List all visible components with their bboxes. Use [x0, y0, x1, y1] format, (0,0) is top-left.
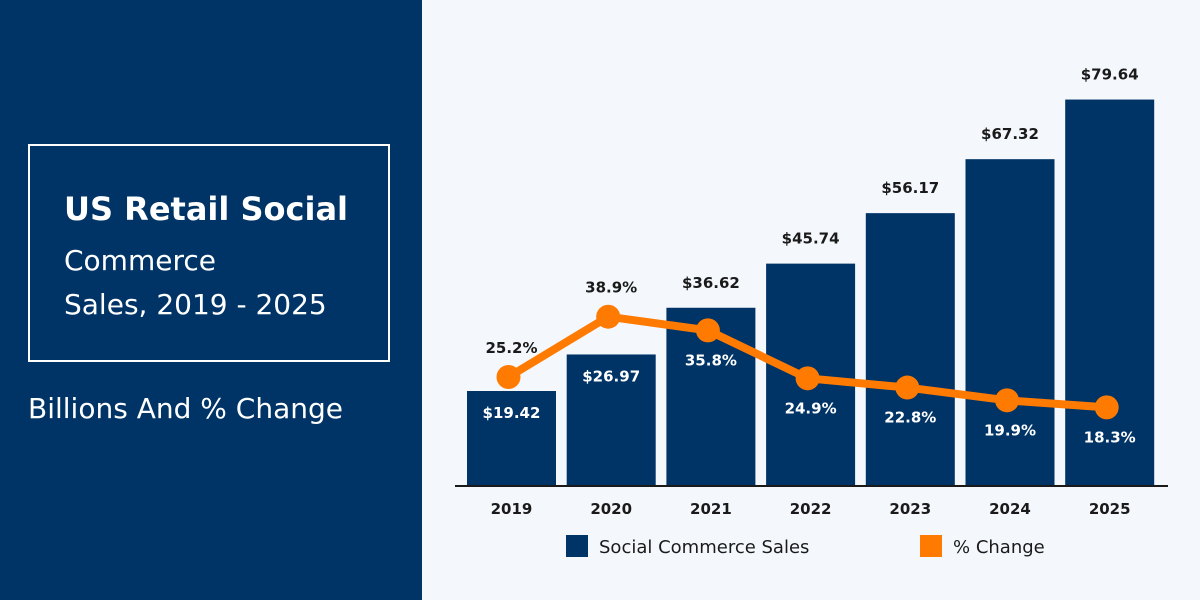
- x-tick-2020: 2020: [590, 500, 632, 518]
- bar-value-label-2023: $56.17: [881, 179, 939, 197]
- x-axis-ticks: 2019 2020 2021 2022 2023 2024 2025: [491, 500, 1131, 518]
- bar-value-label-2024: $67.32: [981, 125, 1039, 143]
- bar-2024: [965, 159, 1055, 485]
- x-tick-2025: 2025: [1089, 500, 1131, 518]
- chart-title-line-1: US Retail Social: [64, 190, 349, 228]
- chart-title-line-2: Commerce: [64, 244, 216, 277]
- line-series: [496, 304, 1119, 420]
- x-tick-2024: 2024: [989, 500, 1031, 518]
- bar-2020: [566, 354, 656, 485]
- percent-point-2019: [496, 365, 521, 389]
- percent-point-2020: [596, 304, 621, 329]
- bar-value-label-2019: $19.42: [483, 404, 541, 422]
- legend-swatch-percent-change: [920, 535, 942, 557]
- legend: Social Commerce Sales % Change: [566, 535, 1045, 558]
- legend-label-sales: Social Commerce Sales: [599, 537, 809, 558]
- title-box: US Retail Social Commerce Sales, 2019 - …: [28, 144, 390, 362]
- percent-label-2023: 22.8%: [884, 409, 936, 427]
- percent-label-2021: 35.8%: [685, 351, 737, 369]
- percent-point-2023: [895, 375, 920, 400]
- chart-subtitle: Billions And % Change: [28, 392, 343, 425]
- chart-title-line-3: Sales, 2019 - 2025: [64, 288, 327, 321]
- bar-2019: [467, 391, 556, 485]
- percent-point-2025: [1094, 395, 1119, 420]
- percent-label-2024: 19.9%: [984, 421, 1036, 439]
- bar-value-label-2021: $36.62: [682, 274, 740, 292]
- percent-point-2021: [695, 318, 720, 343]
- bar-2025: [1065, 99, 1155, 486]
- bar-value-label-2022: $45.74: [782, 230, 840, 248]
- bar-series: [467, 99, 1155, 486]
- percent-point-2024: [995, 388, 1019, 413]
- percent-label-2022: 24.9%: [785, 399, 837, 417]
- bar-value-label-2020: $26.97: [582, 367, 640, 385]
- x-tick-2022: 2022: [790, 500, 832, 518]
- percent-labels: 25.2% 38.9% 35.8% 24.9% 22.8% 19.9% 18.3%: [485, 279, 1135, 447]
- title-panel: US Retail Social Commerce Sales, 2019 - …: [0, 0, 422, 600]
- x-tick-2023: 2023: [889, 500, 931, 518]
- percent-point-2022: [795, 366, 820, 391]
- legend-label-percent-change: % Change: [953, 537, 1045, 558]
- percent-label-2020: 38.9%: [585, 279, 637, 297]
- x-tick-2021: 2021: [690, 500, 732, 518]
- bar-2023: [865, 213, 955, 485]
- bar-value-labels: $19.42 $26.97 $36.62 $45.74 $56.17 $67.32 $79.…: [483, 66, 1139, 422]
- bar-value-label-2025: $79.64: [1081, 66, 1139, 84]
- x-tick-2019: 2019: [491, 500, 533, 518]
- legend-swatch-sales: [566, 535, 588, 557]
- percent-label-2019: 25.2%: [485, 339, 537, 357]
- percent-label-2025: 18.3%: [1084, 428, 1136, 446]
